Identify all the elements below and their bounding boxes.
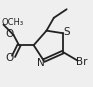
Text: N: N (37, 58, 44, 68)
Text: O: O (5, 53, 13, 63)
Text: S: S (63, 27, 70, 37)
Text: O: O (5, 29, 13, 39)
Text: Br: Br (76, 57, 87, 67)
Text: OCH₃: OCH₃ (2, 18, 24, 27)
